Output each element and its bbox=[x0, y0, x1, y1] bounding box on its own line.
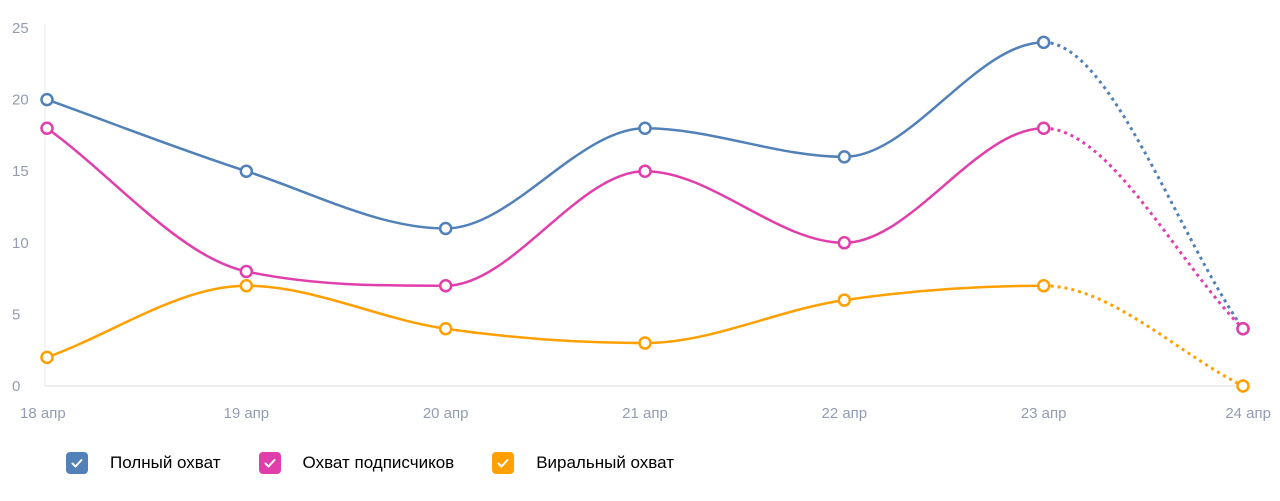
data-point bbox=[638, 336, 652, 350]
data-point bbox=[239, 164, 254, 178]
y-tick-label: 25 bbox=[12, 20, 29, 37]
x-tick-label: 24 апр bbox=[1225, 405, 1271, 422]
legend-item-full-reach[interactable]: Полный охват bbox=[66, 452, 221, 474]
y-tick-label: 0 bbox=[12, 378, 20, 395]
y-tick-label: 5 bbox=[12, 306, 20, 323]
series-line bbox=[46, 41, 1044, 230]
legend-item-subscriber-reach[interactable]: Охват подписчиков bbox=[258, 452, 455, 474]
y-tick-label: 10 bbox=[12, 235, 29, 252]
data-point bbox=[438, 221, 453, 236]
series-line bbox=[46, 126, 1044, 288]
data-point bbox=[837, 150, 852, 164]
data-point bbox=[638, 164, 652, 178]
x-tick-label: 21 апр bbox=[622, 405, 668, 422]
data-point bbox=[438, 279, 453, 293]
data-point bbox=[1236, 321, 1250, 336]
data-point bbox=[239, 279, 254, 293]
legend-label: Виральный охват bbox=[536, 453, 675, 472]
series-line-forecast bbox=[1043, 126, 1245, 330]
x-tick-label: 23 апр bbox=[1021, 405, 1067, 422]
x-tick-label: 19 апр bbox=[223, 405, 269, 422]
checkbox-checked-icon[interactable] bbox=[66, 452, 88, 474]
legend-label: Полный охват bbox=[110, 453, 221, 472]
y-tick-label: 20 bbox=[12, 92, 29, 109]
data-point bbox=[1036, 279, 1051, 293]
data-point bbox=[837, 293, 852, 307]
x-tick-label: 20 апр bbox=[423, 405, 469, 422]
x-tick-label: 22 апр bbox=[821, 405, 867, 422]
series-line-forecast bbox=[1043, 284, 1244, 388]
y-tick-label: 15 bbox=[12, 163, 29, 180]
data-point bbox=[438, 321, 453, 336]
checkbox-checked-icon[interactable] bbox=[258, 452, 281, 474]
data-point bbox=[638, 121, 652, 135]
series-line-forecast bbox=[1043, 40, 1245, 330]
series-line bbox=[46, 284, 1044, 359]
data-point bbox=[40, 350, 54, 365]
data-point bbox=[40, 121, 54, 135]
legend-item-viral-reach[interactable]: Виральный охват bbox=[492, 452, 674, 474]
x-tick-label: 18 апр bbox=[20, 405, 66, 422]
data-point bbox=[1036, 121, 1051, 135]
legend: Полный охват Охват подписчиков Виральный… bbox=[66, 452, 712, 474]
legend-label: Охват подписчиков bbox=[302, 453, 455, 472]
checkbox-checked-icon[interactable] bbox=[492, 452, 515, 474]
data-point bbox=[1236, 379, 1250, 393]
data-point bbox=[837, 236, 852, 250]
data-point bbox=[239, 264, 254, 279]
data-point bbox=[1036, 35, 1051, 50]
data-point bbox=[40, 92, 54, 107]
